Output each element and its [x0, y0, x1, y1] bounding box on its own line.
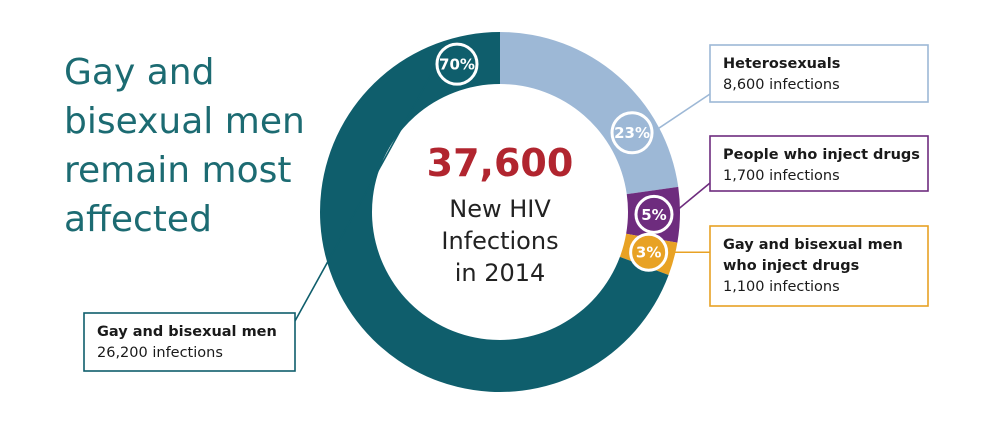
label-box-gay-and-bisexual-men: [83, 312, 296, 372]
total-infections-number: 37,600: [427, 141, 574, 185]
label-title-gay-and-bisexual-men-who-inject-drugs: who inject drugs: [723, 258, 859, 274]
center-caption-line: Infections: [441, 227, 558, 255]
label-title-gay-and-bisexual-men-who-inject-drugs: Gay and bisexual men: [723, 237, 903, 253]
percent-label-people-who-inject-drugs: 5%: [641, 206, 666, 224]
headline-line: Gay and: [64, 52, 215, 93]
label-infections-gay-and-bisexual-men: 26,200 infections: [97, 345, 223, 361]
badge-gay-and-bisexual-men: [435, 42, 479, 86]
label-infections-people-who-inject-drugs: 1,700 infections: [723, 168, 840, 184]
headline: Gay and bisexual men remain most affecte…: [64, 48, 344, 244]
donut-center: 37,600 New HIV Infections in 2014: [427, 141, 574, 287]
label-title-people-who-inject-drugs: People who inject drugs: [723, 147, 920, 163]
slice-gay-and-bisexual-men: [320, 32, 669, 392]
percent-label-heterosexuals: 23%: [614, 124, 650, 142]
center-caption-line: in 2014: [455, 259, 546, 287]
headline-line: remain most: [64, 150, 292, 191]
percent-label-gay-and-bisexual-men-who-inject-drugs: 3%: [636, 244, 661, 262]
label-box-people-who-inject-drugs: [709, 135, 929, 192]
label-infections-gay-and-bisexual-men-who-inject-drugs: 1,100 infections: [723, 279, 840, 295]
badge-heterosexuals: [610, 111, 654, 155]
badge-gay-and-bisexual-men-who-inject-drugs: [629, 232, 669, 272]
percent-badges: 23% 5% 3% 70%: [435, 42, 674, 272]
connector-people-who-inject-drugs: [671, 182, 711, 216]
label-infections-heterosexuals: 8,600 infections: [723, 77, 840, 93]
badge-people-who-inject-drugs: [634, 194, 674, 234]
label-box-heterosexuals: [709, 44, 929, 103]
label-title-heterosexuals: Heterosexuals: [723, 56, 840, 72]
connector-gay-and-bisexual-men: [294, 63, 438, 322]
headline-line: affected: [64, 199, 212, 240]
headline-line: bisexual men: [64, 101, 305, 142]
label-title-gay-and-bisexual-men: Gay and bisexual men: [97, 324, 277, 340]
label-boxes: Heterosexuals 8,600 infections People who …: [83, 44, 929, 372]
label-box-gay-and-bisexual-men-who-inject-drugs: [709, 225, 929, 307]
connector-heterosexuals: [651, 93, 711, 134]
center-caption-line: New HIV: [449, 195, 551, 223]
percent-label-gay-and-bisexual-men: 70%: [439, 56, 475, 74]
